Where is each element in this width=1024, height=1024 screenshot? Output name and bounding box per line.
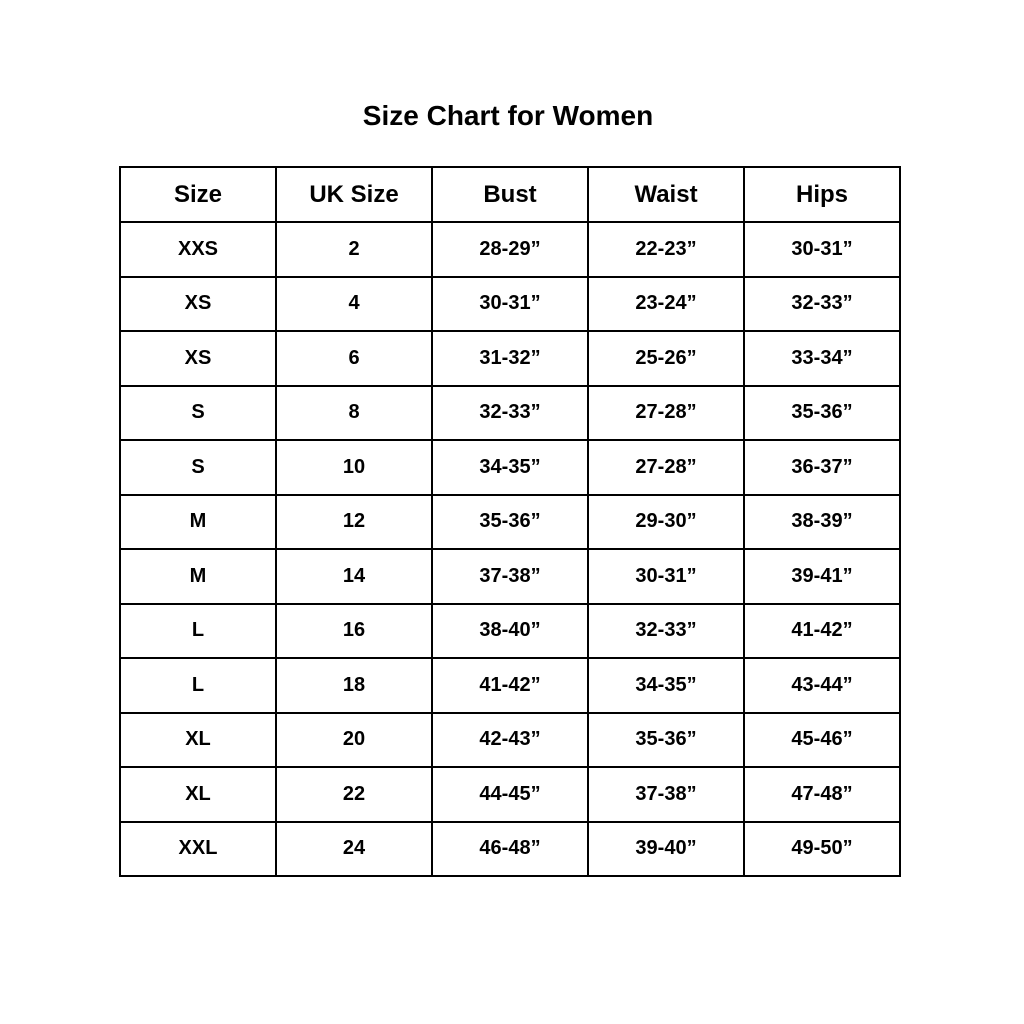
table-cell: 43-44” [743,657,901,714]
table-cell: 2 [275,221,433,278]
table-body: XXS 2 28-29” 22-23” 30-31” XS 4 30-31” 23-24” 32-… [119,221,901,877]
table-cell: 35-36” [587,711,745,768]
table-cell: 16 [275,602,433,659]
table-cell: 42-43” [431,711,589,768]
table-cell: S [119,384,277,441]
table-cell: XXS [119,221,277,278]
column-header: Bust [431,166,589,223]
header-row: Size UK Size Bust Waist Hips [119,166,901,223]
table-cell: 38-40” [431,602,589,659]
table-row: XS 6 31-32” 25-26” 33-34” [119,330,901,387]
table-cell: 35-36” [431,493,589,550]
table-row: XS 4 30-31” 23-24” 32-33” [119,275,901,332]
table-cell: 27-28” [587,439,745,496]
table-cell: 6 [275,330,433,387]
table-cell: 30-31” [431,275,589,332]
table-cell: M [119,493,277,550]
table-row: XL 22 44-45” 37-38” 47-48” [119,766,901,823]
page-title: Size Chart for Women [362,100,654,131]
table-cell: 29-30” [587,493,745,550]
table-row: M 12 35-36” 29-30” 38-39” [119,493,901,550]
table-row: L 16 38-40” 32-33” 41-42” [119,602,901,659]
table-cell: L [119,602,277,659]
table-row: XL 20 42-43” 35-36” 45-46” [119,711,901,768]
table-cell: XL [119,711,277,768]
table-cell: 46-48” [431,820,589,877]
table-cell: 27-28” [587,384,745,441]
table-cell: 23-24” [587,275,745,332]
table-cell: 47-48” [743,766,901,823]
table-cell: 31-32” [431,330,589,387]
table-cell: 36-37” [743,439,901,496]
table-cell: XS [119,275,277,332]
table-cell: 39-40” [587,820,745,877]
table-cell: S [119,439,277,496]
table-row: L 18 41-42” 34-35” 43-44” [119,657,901,714]
table-cell: 32-33” [587,602,745,659]
table-cell: 41-42” [743,602,901,659]
table-cell: 14 [275,548,433,605]
table-row: S 8 32-33” 27-28” 35-36” [119,384,901,441]
table-row: XXS 2 28-29” 22-23” 30-31” [119,221,901,278]
table-cell: 22 [275,766,433,823]
table-cell: 37-38” [587,766,745,823]
table-cell: M [119,548,277,605]
column-header: Hips [743,166,901,223]
table-cell: 34-35” [587,657,745,714]
table-cell: 25-26” [587,330,745,387]
table-cell: 45-46” [743,711,901,768]
table-cell: XL [119,766,277,823]
table-cell: 30-31” [743,221,901,278]
table-cell: 20 [275,711,433,768]
table-cell: 34-35” [431,439,589,496]
table-cell: 24 [275,820,433,877]
table-row: S 10 34-35” 27-28” 36-37” [119,439,901,496]
column-header: Waist [587,166,745,223]
table-cell: 10 [275,439,433,496]
table-cell: 30-31” [587,548,745,605]
table-row: M 14 37-38” 30-31” 39-41” [119,548,901,605]
table-cell: 32-33” [431,384,589,441]
table-cell: 35-36” [743,384,901,441]
size-chart-table: Size UK Size Bust Waist Hips XXS 2 28-29” 22-23… [119,166,901,877]
table-cell: 8 [275,384,433,441]
table-cell: XS [119,330,277,387]
table-cell: 44-45” [431,766,589,823]
table-cell: 41-42” [431,657,589,714]
table-cell: 33-34” [743,330,901,387]
column-header: UK Size [275,166,433,223]
table-cell: 28-29” [431,221,589,278]
table-cell: 37-38” [431,548,589,605]
table-cell: 49-50” [743,820,901,877]
table-cell: 4 [275,275,433,332]
table-cell: 39-41” [743,548,901,605]
table-cell: 18 [275,657,433,714]
table-cell: 22-23” [587,221,745,278]
column-header: Size [119,166,277,223]
table-cell: L [119,657,277,714]
table-cell: 12 [275,493,433,550]
table-cell: XXL [119,820,277,877]
table-cell: 38-39” [743,493,901,550]
table-row: XXL 24 46-48” 39-40” 49-50” [119,820,901,877]
table-cell: 32-33” [743,275,901,332]
